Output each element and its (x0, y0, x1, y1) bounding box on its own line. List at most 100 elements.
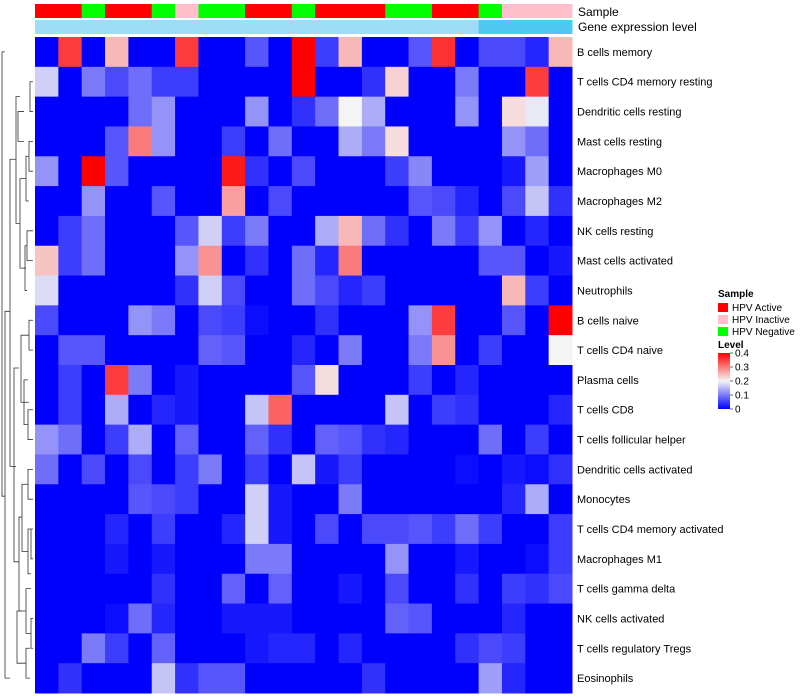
heatmap-cell (268, 37, 293, 68)
heatmap-cell (455, 365, 480, 396)
heatmap-cell (268, 335, 293, 366)
row-label: Macrophages M2 (577, 196, 662, 208)
heatmap-cell (175, 245, 199, 277)
expression-annotation-cell (198, 20, 223, 34)
heatmap-cell (58, 66, 83, 98)
heatmap-cell (431, 663, 456, 694)
heatmap-cell (455, 335, 480, 366)
heatmap-cell (431, 96, 456, 127)
heatmap-cell (455, 424, 480, 455)
heatmap-cell (175, 215, 199, 247)
heatmap-cell (455, 215, 480, 247)
heatmap-cell (245, 633, 269, 664)
heatmap-cell (525, 603, 550, 634)
heatmap-cell (81, 335, 106, 366)
heatmap-cell (105, 603, 129, 634)
heatmap-cell (128, 484, 153, 515)
heatmap-cell (315, 603, 340, 634)
heatmap-cell (478, 484, 503, 515)
heatmap-cell (105, 663, 129, 694)
heatmap-cell (408, 394, 433, 426)
heatmap-cell (198, 215, 223, 247)
heatmap-cell (385, 514, 410, 545)
heatmap-cell (478, 424, 503, 455)
heatmap-cell (315, 633, 340, 664)
heatmap-cell (175, 514, 199, 545)
heatmap-cell (268, 186, 293, 217)
heatmap-cell (128, 275, 153, 306)
heatmap-cell (128, 245, 153, 277)
heatmap-cell (548, 365, 573, 396)
heatmap-cell (58, 96, 83, 127)
heatmap-cell (478, 514, 503, 545)
heatmap-cell (35, 484, 59, 515)
heatmap-cell (58, 365, 83, 396)
dendrogram-branch (26, 230, 33, 262)
dendrogram-branch (29, 81, 33, 112)
heatmap-cell (501, 156, 526, 187)
heatmap-cell (35, 514, 59, 545)
heatmap-cell (501, 514, 526, 545)
heatmap-cell (408, 186, 433, 217)
heatmap-cell (408, 37, 433, 68)
heatmap-cell (268, 454, 293, 485)
heatmap-cell (408, 454, 433, 485)
heatmap-cell (548, 275, 573, 306)
heatmap-cell (385, 96, 410, 127)
row-label: T cells CD8 (577, 405, 634, 417)
level-color-bar (718, 353, 730, 409)
row-label: NK cells activated (577, 613, 664, 625)
heatmap-cell (431, 365, 456, 396)
heatmap-cell (151, 394, 176, 426)
heatmap-cell (361, 126, 386, 157)
heatmap-cell (291, 215, 316, 247)
dendrogram-branch (30, 528, 33, 560)
heatmap-cell (128, 573, 153, 605)
heatmap-cell (128, 424, 153, 455)
heatmap-cell (35, 365, 59, 396)
heatmap-cell (431, 424, 456, 455)
heatmap-cell (548, 215, 573, 247)
sample-annotation-cell (385, 4, 410, 18)
heatmap-cell (548, 514, 573, 545)
heatmap-cell (361, 245, 386, 277)
heatmap-cell (361, 186, 386, 217)
level-tick-label: 0.2 (735, 377, 749, 388)
heatmap-cell (198, 126, 223, 157)
heatmap-cell (291, 633, 316, 664)
heatmap-cell (525, 335, 550, 366)
sample-annotation-cell (198, 4, 223, 18)
heatmap-cell (361, 573, 386, 605)
sample-annotation-cell (35, 4, 59, 18)
row-label: NK cells resting (577, 226, 653, 238)
heatmap-cell (198, 663, 223, 694)
heatmap-cell (221, 394, 246, 426)
heatmap-cell (35, 66, 59, 98)
heatmap-cell (478, 335, 503, 366)
heatmap-cell (361, 156, 386, 187)
heatmap-cell (105, 514, 129, 545)
expression-annotation-cell (105, 20, 129, 34)
heatmap-cell (455, 66, 480, 98)
heatmap-cell (408, 603, 433, 634)
heatmap-cell (291, 663, 316, 694)
heatmap-cell (361, 275, 386, 306)
heatmap-cell (221, 305, 246, 336)
heatmap-cell (525, 543, 550, 575)
heatmap-cell (315, 514, 340, 545)
heatmap-cell (128, 394, 153, 426)
heatmap-cell (361, 394, 386, 426)
heatmap-cell (35, 37, 59, 68)
heatmap-cell (315, 66, 340, 98)
heatmap-cell (361, 603, 386, 634)
heatmap-cell (151, 215, 176, 247)
heatmap-cell (338, 394, 363, 426)
heatmap-cell (35, 215, 59, 247)
heatmap-cell (221, 424, 246, 455)
heatmap-cell (81, 543, 106, 575)
heatmap-cell (198, 37, 223, 68)
heatmap-cell (268, 633, 293, 664)
heatmap-cell (385, 543, 410, 575)
heatmap-cell (478, 156, 503, 187)
